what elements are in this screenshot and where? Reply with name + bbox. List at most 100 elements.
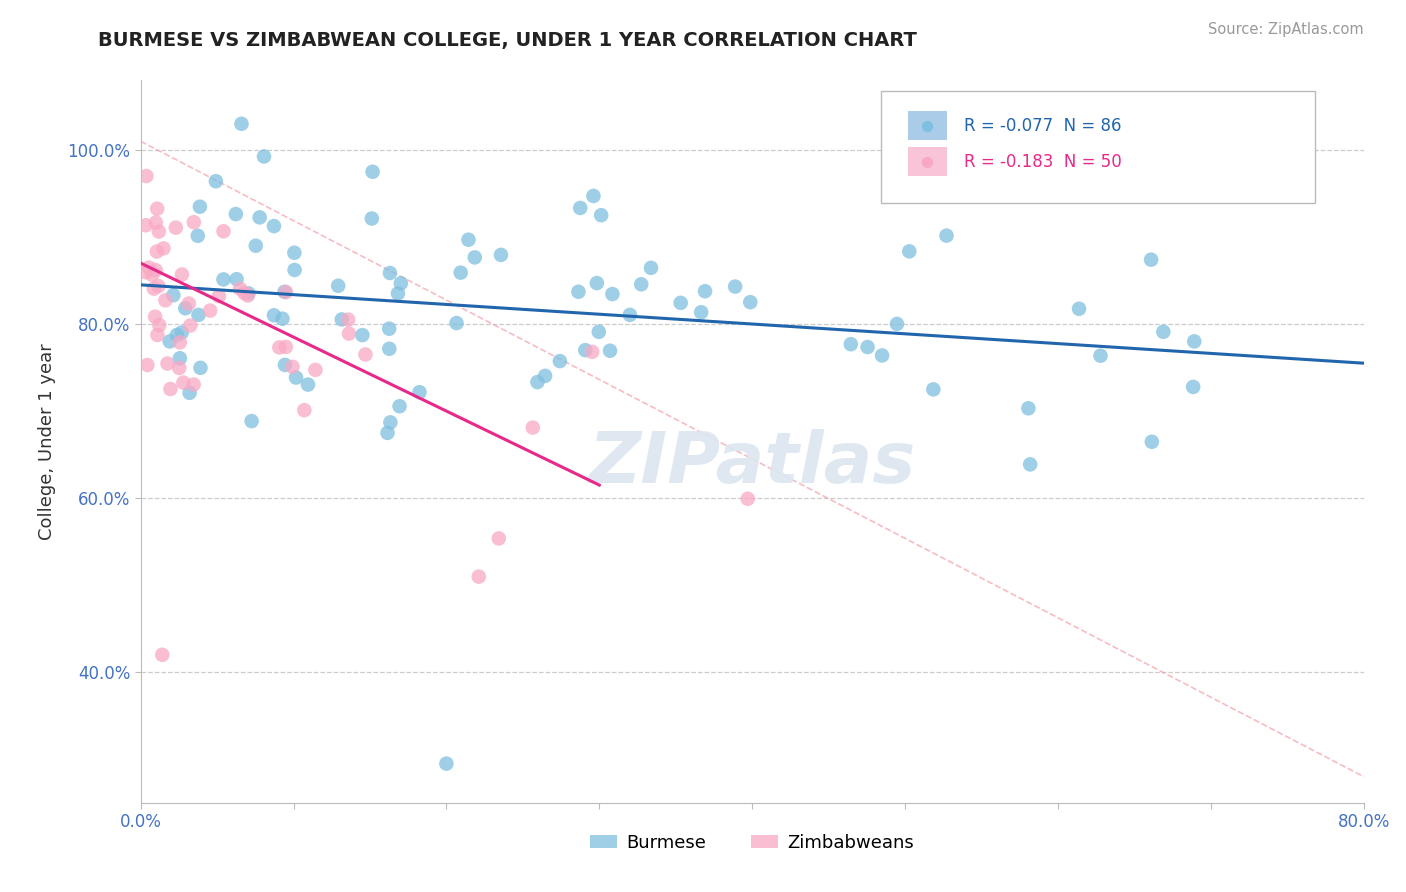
Point xyxy=(468,569,491,583)
Point xyxy=(690,305,713,319)
Point xyxy=(640,260,662,275)
Point xyxy=(285,370,308,384)
Point xyxy=(245,238,267,252)
Point xyxy=(457,233,479,247)
Point xyxy=(488,532,510,546)
Point xyxy=(135,169,157,183)
Point xyxy=(378,266,401,280)
Point xyxy=(283,245,305,260)
Point xyxy=(138,260,160,275)
Point xyxy=(236,288,259,302)
Point xyxy=(360,211,382,226)
Point xyxy=(148,318,170,333)
Point xyxy=(630,277,652,292)
Point xyxy=(1090,349,1112,363)
Point xyxy=(155,293,177,308)
Point xyxy=(669,296,692,310)
Point xyxy=(870,348,893,362)
Point xyxy=(1019,458,1042,472)
Point xyxy=(602,287,624,301)
Y-axis label: College, Under 1 year: College, Under 1 year xyxy=(38,343,56,540)
Point xyxy=(166,328,188,343)
Point xyxy=(737,491,759,506)
Point xyxy=(177,296,200,310)
Point xyxy=(240,414,263,428)
Point xyxy=(378,321,401,335)
Text: Source: ZipAtlas.com: Source: ZipAtlas.com xyxy=(1208,22,1364,37)
Point xyxy=(489,248,512,262)
Bar xyxy=(907,147,946,177)
Point xyxy=(152,241,174,255)
Point xyxy=(337,326,360,341)
Point xyxy=(271,311,294,326)
Point xyxy=(304,363,326,377)
Point xyxy=(387,286,409,301)
Point xyxy=(146,244,169,259)
Point xyxy=(380,416,402,430)
Point xyxy=(135,265,157,279)
Text: R = -0.077  N = 86: R = -0.077 N = 86 xyxy=(965,117,1122,135)
Point xyxy=(856,340,879,354)
Point xyxy=(297,377,319,392)
Point xyxy=(143,310,166,324)
Point xyxy=(1067,301,1090,316)
Point xyxy=(526,375,548,389)
Text: ZIPatlas: ZIPatlas xyxy=(589,429,915,498)
Point xyxy=(205,174,228,188)
Point xyxy=(1182,380,1205,394)
Point xyxy=(354,347,377,361)
Point xyxy=(548,354,571,368)
Point xyxy=(249,211,271,225)
Point xyxy=(231,117,253,131)
Point xyxy=(328,278,350,293)
Point xyxy=(586,276,609,290)
Point xyxy=(569,201,592,215)
Point xyxy=(567,285,589,299)
Point xyxy=(145,263,167,277)
Point xyxy=(574,343,596,358)
Point xyxy=(208,289,231,303)
Point xyxy=(588,325,610,339)
Point xyxy=(1140,434,1163,449)
Point xyxy=(274,285,297,299)
Point xyxy=(179,318,201,333)
Text: R = -0.183  N = 50: R = -0.183 N = 50 xyxy=(965,153,1122,171)
Point xyxy=(274,358,297,372)
Point xyxy=(146,328,169,343)
Point xyxy=(169,351,191,366)
Point xyxy=(1140,252,1163,267)
Point xyxy=(183,377,205,392)
FancyBboxPatch shape xyxy=(880,91,1315,203)
Point xyxy=(522,420,544,434)
Point xyxy=(212,224,235,238)
Point xyxy=(619,308,641,322)
Point xyxy=(352,328,374,343)
Point xyxy=(450,266,472,280)
Point xyxy=(190,360,212,375)
Point xyxy=(388,399,411,413)
Point xyxy=(145,215,167,229)
Point xyxy=(263,308,285,322)
Point xyxy=(377,425,399,440)
Point xyxy=(378,342,401,356)
Point xyxy=(253,149,276,163)
Point xyxy=(169,361,191,376)
Point xyxy=(170,326,193,340)
Point xyxy=(898,244,921,259)
Point xyxy=(693,284,716,298)
Point xyxy=(464,251,486,265)
Point xyxy=(269,340,291,354)
Point xyxy=(148,279,170,293)
Point xyxy=(187,308,209,322)
Legend: Burmese, Zimbabweans: Burmese, Zimbabweans xyxy=(583,826,921,859)
Point xyxy=(284,263,307,277)
Point xyxy=(229,282,252,296)
Point xyxy=(188,200,211,214)
Point xyxy=(922,383,945,397)
Point xyxy=(136,358,159,372)
Point xyxy=(292,403,315,417)
Point xyxy=(156,357,179,371)
Point xyxy=(174,301,197,316)
Point xyxy=(212,272,235,286)
Point xyxy=(148,225,170,239)
